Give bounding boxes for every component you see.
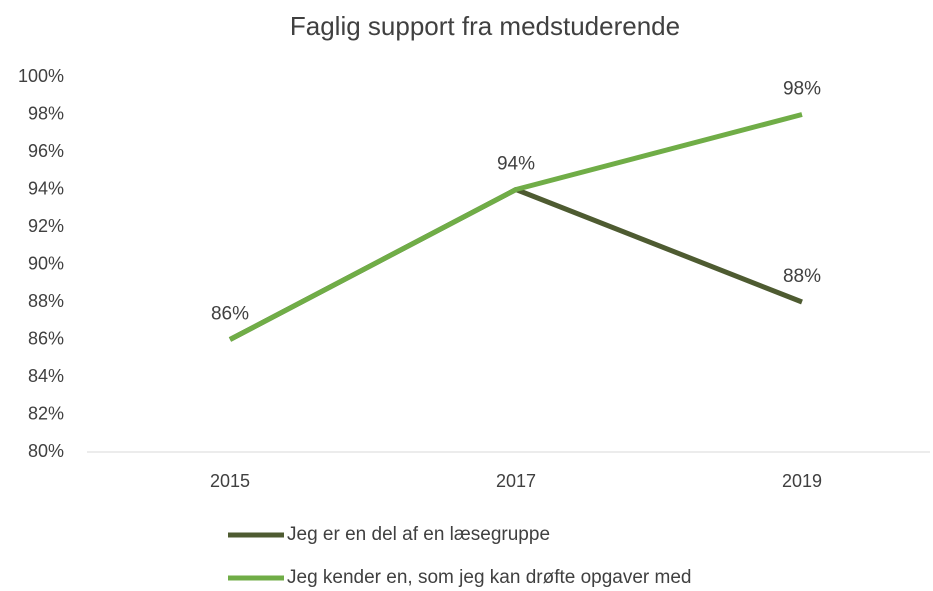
y-tick-label: 88% xyxy=(28,291,64,311)
data-label: 88% xyxy=(783,266,821,287)
legend-label: Jeg kender en, som jeg kan drøfte opgave… xyxy=(287,567,692,588)
chart-title: Faglig support fra medstuderende xyxy=(290,11,680,41)
y-tick-label: 96% xyxy=(28,141,64,161)
y-tick-label: 84% xyxy=(28,366,64,386)
data-label: 86% xyxy=(211,304,249,325)
y-tick-label: 98% xyxy=(28,103,64,123)
x-tick-label: 2017 xyxy=(496,471,536,491)
x-tick-label: 2019 xyxy=(782,471,822,491)
y-tick-label: 82% xyxy=(28,403,64,423)
y-tick-label: 92% xyxy=(28,216,64,236)
data-label: 98% xyxy=(783,79,821,100)
y-tick-label: 80% xyxy=(28,441,64,461)
legend-label: Jeg er en del af en læsegruppe xyxy=(287,524,550,545)
y-tick-label: 90% xyxy=(28,253,64,273)
data-label: 94% xyxy=(497,154,535,175)
y-tick-label: 94% xyxy=(28,178,64,198)
series-line xyxy=(228,112,803,342)
series-line xyxy=(228,187,803,342)
y-tick-label: 86% xyxy=(28,328,64,348)
y-tick-label: 100% xyxy=(18,66,64,86)
x-tick-label: 2015 xyxy=(210,471,250,491)
